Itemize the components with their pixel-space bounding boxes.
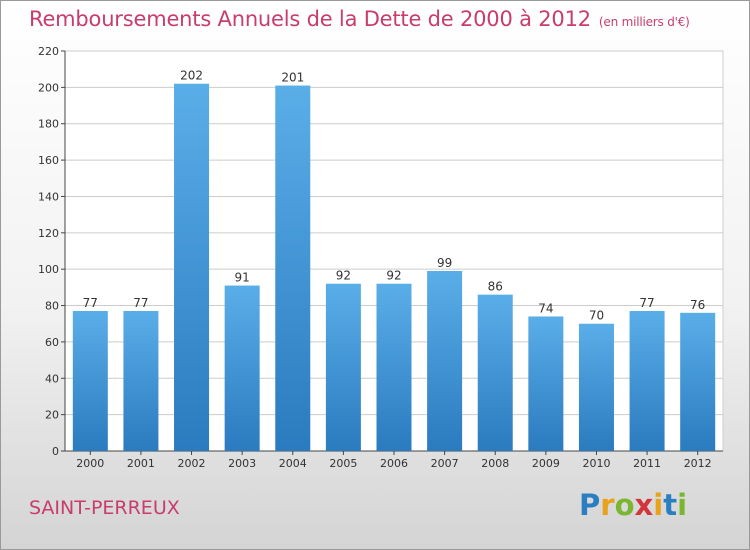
bar-2008 <box>477 294 513 451</box>
x-tick-label: 2001 <box>127 457 155 470</box>
y-tick-label: 180 <box>38 118 59 131</box>
logo-letter: o <box>614 488 635 522</box>
bar-2004 <box>275 85 311 451</box>
data-label: 92 <box>386 269 401 283</box>
y-tick-label: 220 <box>38 45 59 58</box>
data-label: 201 <box>281 71 304 85</box>
x-tick-label: 2000 <box>76 457 104 470</box>
labels: 77 2000 77 2001 202 2002 91 2003 201 2004 92 2005 92… <box>76 69 711 470</box>
x-tick-label: 2007 <box>431 457 459 470</box>
x-tick-label: 2004 <box>279 457 307 470</box>
bar-2003 <box>224 285 260 451</box>
y-tick-label: 80 <box>45 300 59 313</box>
logo-letter: t <box>663 488 678 522</box>
x-tick-label: 2005 <box>329 457 357 470</box>
logo-letter: i <box>677 488 688 522</box>
y-tick-label: 160 <box>38 154 59 167</box>
chart-title: Remboursements Annuels de la Dette de 20… <box>29 7 690 31</box>
data-label: 76 <box>690 298 705 312</box>
logo-letter: P <box>579 488 601 522</box>
x-tick-label: 2008 <box>481 457 509 470</box>
y-tick-label: 100 <box>38 263 59 276</box>
x-tick-label: 2002 <box>178 457 206 470</box>
proxiti-logo: Proxiti <box>579 488 687 522</box>
data-label: 77 <box>83 296 98 310</box>
data-label: 70 <box>589 309 604 323</box>
bars <box>72 83 716 452</box>
bar-2005 <box>325 283 361 451</box>
bar-2010 <box>578 323 614 451</box>
y-tick-label: 40 <box>45 372 59 385</box>
bar-2001 <box>123 311 159 451</box>
data-label: 91 <box>235 271 250 285</box>
y-tick-label: 200 <box>38 81 59 94</box>
bar-2000 <box>72 311 108 451</box>
y-tick-label: 140 <box>38 190 59 203</box>
bar-2011 <box>629 311 665 451</box>
data-label: 202 <box>180 69 203 83</box>
logo-letter: i <box>653 488 664 522</box>
city-name: SAINT-PERREUX <box>29 497 180 519</box>
bar-2012 <box>680 312 716 451</box>
x-tick-label: 2012 <box>684 457 712 470</box>
bar-2006 <box>376 283 412 451</box>
logo-letter: x <box>634 488 654 522</box>
bar-2007 <box>427 271 463 451</box>
chart-title-text: Remboursements Annuels de la Dette de 20… <box>29 7 591 31</box>
bar-2009 <box>528 316 564 451</box>
y-tick-label: 60 <box>45 336 59 349</box>
data-label: 99 <box>437 256 452 270</box>
x-tick-label: 2006 <box>380 457 408 470</box>
bar-2002 <box>174 83 210 452</box>
data-label: 92 <box>336 269 351 283</box>
data-label: 77 <box>639 296 654 310</box>
x-tick-label: 2003 <box>228 457 256 470</box>
y-tick-label: 120 <box>38 227 59 240</box>
x-tick-label: 2009 <box>532 457 560 470</box>
data-label: 77 <box>133 296 148 310</box>
x-tick-label: 2010 <box>582 457 610 470</box>
y-tick-label: 20 <box>45 409 59 422</box>
y-tick-label: 0 <box>52 445 59 458</box>
data-label: 74 <box>538 301 553 315</box>
data-label: 86 <box>488 280 503 294</box>
x-tick-label: 2011 <box>633 457 661 470</box>
chart-title-unit: (en milliers d'€) <box>598 15 690 29</box>
logo-letter: r <box>600 488 615 522</box>
